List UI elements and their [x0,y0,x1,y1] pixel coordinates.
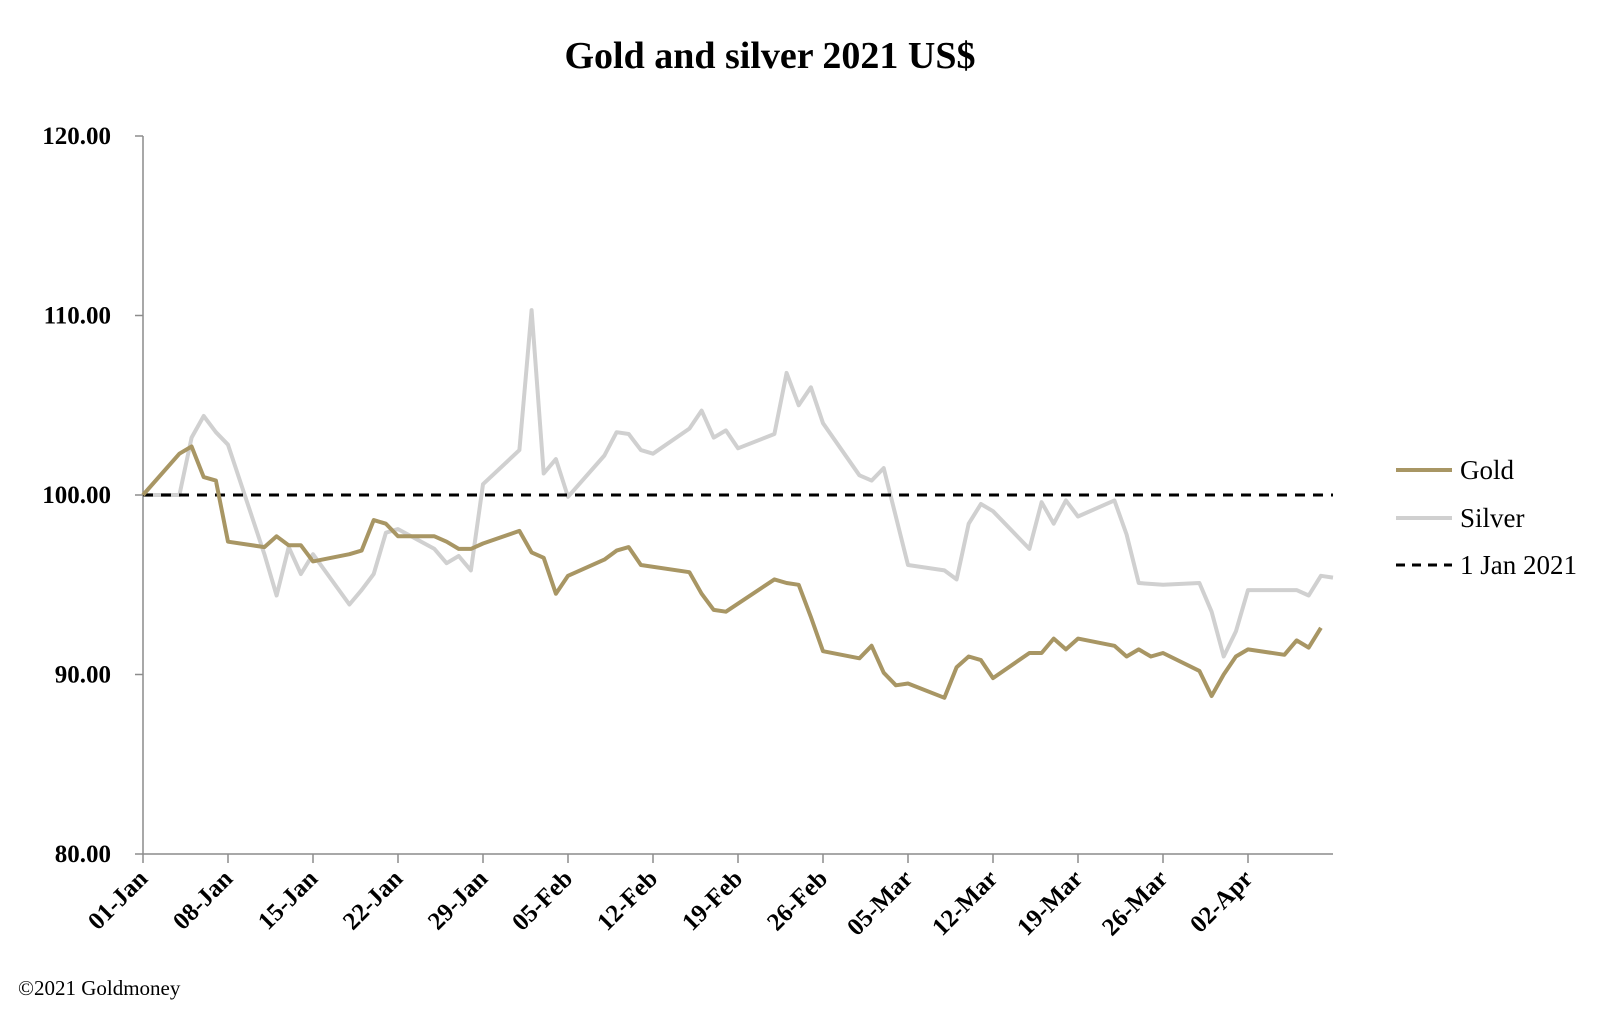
x-tick-label: 19-Mar [1012,865,1088,941]
legend: Gold Silver 1 Jan 2021 [1396,455,1577,580]
chart-title: Gold and silver 2021 US$ [564,35,975,77]
series-line-gold [141,444,1323,700]
y-tick-label: 120.00 [42,123,111,150]
x-tick-label: 01-Jan [83,865,153,935]
x-tick-label: 12-Feb [592,865,663,936]
y-tick-labels: 80.00 90.00 100.00 110.00 120.00 [42,123,143,868]
x-tick-label: 26-Mar [1097,865,1173,941]
y-tick-label: 110.00 [44,303,111,330]
legend-gold-label: Gold [1460,455,1515,485]
x-tick-label: 29-Jan [423,865,493,935]
x-tick-label: 26-Feb [762,865,833,936]
copyright-text: ©2021 Goldmoney [18,976,181,1000]
series-line-silver [143,308,1334,659]
x-tick-label: 19-Feb [677,865,748,936]
y-tick-label: 90.00 [55,662,111,689]
legend-reference-label: 1 Jan 2021 [1460,550,1577,580]
x-tick-label: 05-Feb [507,865,578,936]
x-tick-labels: 01-Jan 08-Jan 15-Jan 22-Jan 29-Jan 05-Feb 12-F… [83,854,1258,941]
x-tick-label: 08-Jan [168,865,238,935]
y-tick-label: 80.00 [55,841,111,868]
x-tick-label: 22-Jan [338,865,408,935]
x-tick-label: 15-Jan [253,865,323,935]
y-tick-label: 100.00 [42,482,111,509]
x-tick-label: 02-Apr [1185,865,1258,938]
x-tick-label: 05-Mar [842,865,918,941]
x-tick-label: 12-Mar [927,865,1003,941]
plot-area [141,308,1334,700]
legend-silver-label: Silver [1460,503,1525,533]
